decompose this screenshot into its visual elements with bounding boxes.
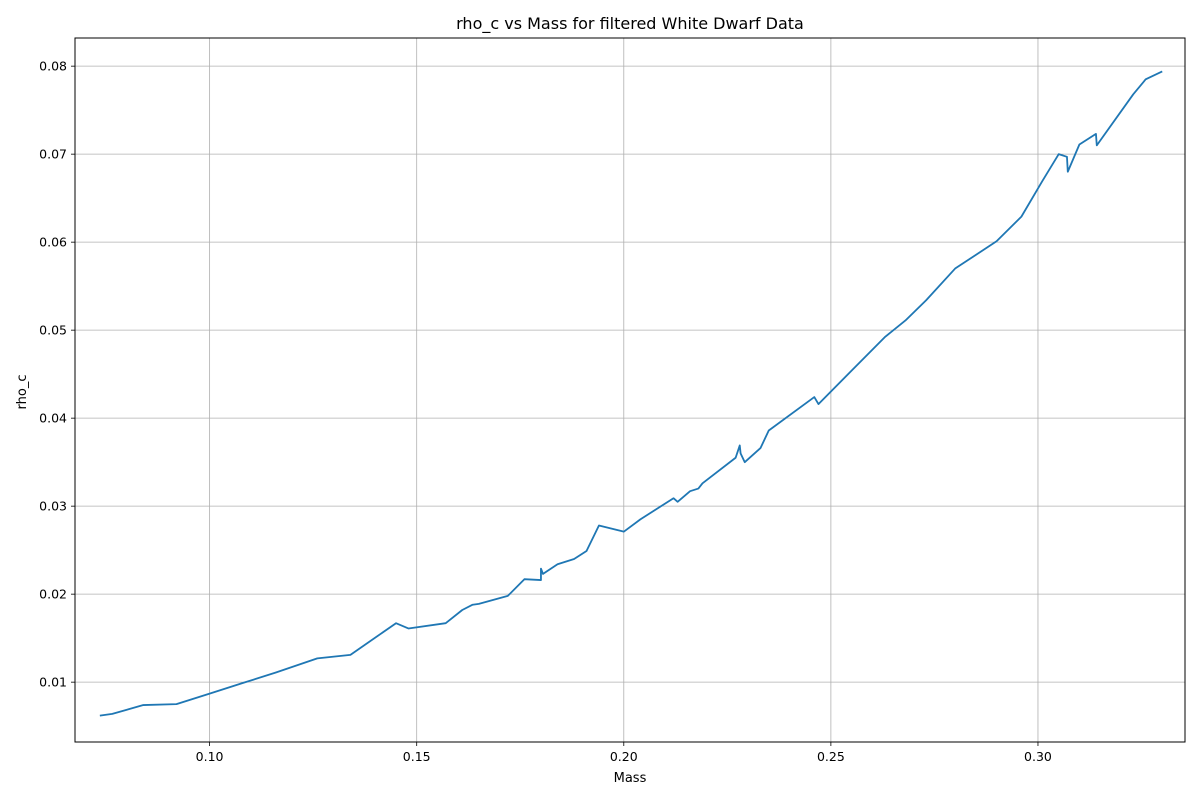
y-tick-label: 0.07 <box>39 147 67 162</box>
y-tick-label: 0.05 <box>39 323 67 338</box>
plot-frame <box>74 37 1186 743</box>
y-tick-label: 0.01 <box>39 675 67 690</box>
y-axis: 0.01 0.02 0.03 0.04 0.05 0.06 0.07 0.08 <box>39 59 75 690</box>
series-layer <box>99 70 1163 717</box>
y-tick-label: 0.03 <box>39 499 67 514</box>
x-axis-label: Mass <box>614 771 647 786</box>
x-tick-label: 0.20 <box>610 749 638 764</box>
x-axis: 0.10 0.15 0.20 0.25 0.30 <box>196 742 1052 764</box>
x-tick-label: 0.30 <box>1024 749 1052 764</box>
y-tick-label: 0.08 <box>39 59 67 74</box>
grid <box>75 38 1185 742</box>
y-tick-label: 0.04 <box>39 411 67 426</box>
series-line <box>99 70 1163 717</box>
chart-title: rho_c vs Mass for filtered White Dwarf D… <box>456 14 804 34</box>
x-tick-label: 0.15 <box>403 749 431 764</box>
y-axis-label: rho_c <box>15 375 30 410</box>
x-tick-label: 0.25 <box>817 749 845 764</box>
y-tick-label: 0.06 <box>39 235 67 250</box>
x-tick-label: 0.10 <box>196 749 224 764</box>
y-tick-label: 0.02 <box>39 587 67 602</box>
